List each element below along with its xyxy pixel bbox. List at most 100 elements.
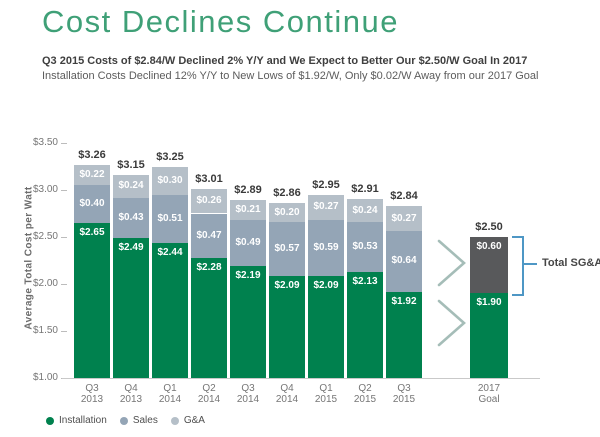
segment-value-ga: $0.26 [196, 195, 222, 207]
bar-segment-installation [191, 257, 227, 378]
bar-segment-sales [152, 194, 188, 243]
bar-segment-ga [74, 164, 110, 186]
bar-total-label: $3.01 [195, 173, 223, 186]
y-tick-label: $1.50 [32, 325, 58, 336]
y-tick-label: $3.50 [32, 137, 58, 148]
segment-value-sales: $0.40 [79, 198, 105, 210]
bar-segment-installation [386, 291, 422, 378]
segment-value-goal-total-sgna: $0.60 [476, 241, 502, 252]
y-tick-mark [61, 190, 67, 191]
bar-segment-sales [74, 185, 110, 223]
x-axis-label: Q3 2014 [236, 383, 260, 405]
segment-value-installation: $2.19 [235, 270, 261, 282]
segment-value-sales: $0.57 [274, 242, 300, 254]
x-axis-label: 2017 Goal [477, 383, 501, 405]
subtitle-bold: Q3 2015 Costs of $2.84/W Declined 2% Y/Y… [42, 55, 528, 67]
x-axis-label: Q1 2015 [314, 383, 338, 405]
segment-value-installation: $2.65 [79, 226, 105, 238]
sgna-bracket [512, 236, 524, 296]
bar-segment-sales [347, 221, 383, 272]
y-tick-mark [61, 143, 67, 144]
y-tick-mark [61, 331, 67, 332]
subtitle: Installation Costs Declined 12% Y/Y to N… [42, 70, 539, 82]
bar-segment-installation [230, 266, 266, 378]
x-axis-label: Q2 2014 [197, 383, 221, 405]
bar-segment-ga [347, 199, 383, 222]
x-axis-label: Q3 2013 [80, 383, 104, 405]
total-sgna-label: Total SG&A [542, 257, 600, 269]
segment-value-installation: $2.28 [196, 261, 222, 273]
bar-segment-ga [308, 194, 344, 221]
segment-value-installation: $1.92 [391, 295, 417, 307]
y-tick-label: $3.00 [32, 184, 58, 195]
bar-segment-sales [230, 220, 266, 267]
legend-item-g-a: G&A [170, 415, 205, 426]
y-tick-mark [61, 284, 67, 285]
chevron-right-icon [437, 239, 467, 287]
bar-segment-sales [308, 220, 344, 276]
legend-label: Sales [132, 415, 158, 426]
y-tick-label: $1.00 [32, 372, 58, 383]
bar-segment-sales [191, 213, 227, 258]
x-axis-label: Q4 2013 [119, 383, 143, 405]
bar-segment-sales [113, 197, 149, 238]
bar-segment-installation [347, 271, 383, 378]
legend-item-installation: Installation [46, 415, 107, 426]
bar-total-label: $2.50 [475, 221, 503, 233]
segment-value-sales: $0.43 [118, 211, 144, 223]
x-axis-label: Q4 2014 [275, 383, 299, 405]
segment-value-ga: $0.21 [235, 204, 261, 216]
bar-segment-installation [308, 275, 344, 378]
segment-value-sales: $0.47 [196, 229, 222, 241]
legend-dot-icon [119, 416, 128, 425]
segment-value-ga: $0.27 [391, 212, 417, 224]
bar-segment-installation [74, 222, 110, 378]
bar-total-label: $2.95 [312, 178, 340, 191]
bar-segment-ga [269, 203, 305, 222]
segment-value-sales: $0.59 [313, 241, 339, 253]
legend-item-sales: Sales [119, 415, 158, 426]
bar-segment-installation [269, 275, 305, 378]
y-tick-label: $2.00 [32, 278, 58, 289]
bar-segment-ga [191, 189, 227, 214]
x-axis-label: Q1 2014 [158, 383, 182, 405]
bar-total-label: $2.84 [390, 189, 418, 202]
segment-value-sales: $0.51 [157, 212, 183, 224]
bar-total-label: $2.86 [273, 187, 301, 200]
bar-total-label: $2.89 [234, 184, 262, 197]
bar-segment-ga [152, 166, 188, 195]
segment-value-ga: $0.22 [79, 168, 105, 180]
segment-value-ga: $0.24 [352, 204, 378, 216]
x-axis-label: Q3 2015 [392, 383, 416, 405]
segment-value-ga: $0.20 [274, 206, 300, 218]
bar-segment-goal-installation [470, 293, 508, 378]
segment-value-installation: $2.44 [157, 246, 183, 258]
y-tick-label: $2.50 [32, 231, 58, 242]
bar-segment-sales [269, 221, 305, 276]
bar-total-label: $2.91 [351, 183, 379, 196]
segment-value-installation: $2.13 [352, 275, 378, 287]
segment-value-ga: $0.27 [313, 201, 339, 213]
bar-segment-installation [152, 242, 188, 378]
bar-segment-installation [113, 237, 149, 378]
bar-total-label: $3.15 [117, 158, 145, 171]
bar-segment-goal-total-sgna [470, 237, 508, 294]
bar-total-label: $3.25 [156, 150, 184, 163]
page-title: Cost Declines Continue [42, 4, 399, 39]
x-axis-line [62, 378, 540, 379]
segment-value-ga: $0.30 [157, 174, 183, 186]
segment-value-sales: $0.53 [352, 240, 378, 252]
segment-value-goal-installation: $1.90 [476, 297, 502, 309]
chevron-right-icon [437, 299, 467, 347]
bar-segment-ga [230, 200, 266, 221]
legend-dot-icon [170, 416, 179, 425]
legend-label: Installation [59, 415, 107, 426]
segment-value-installation: $2.09 [274, 279, 300, 291]
y-axis-title: Average Total Cost per Watt [23, 186, 35, 330]
segment-value-ga: $0.24 [118, 180, 144, 192]
segment-value-sales: $0.49 [235, 237, 261, 249]
bar-segment-ga [113, 174, 149, 198]
bar-segment-ga [386, 205, 422, 232]
bar-total-label: $3.26 [78, 148, 106, 161]
